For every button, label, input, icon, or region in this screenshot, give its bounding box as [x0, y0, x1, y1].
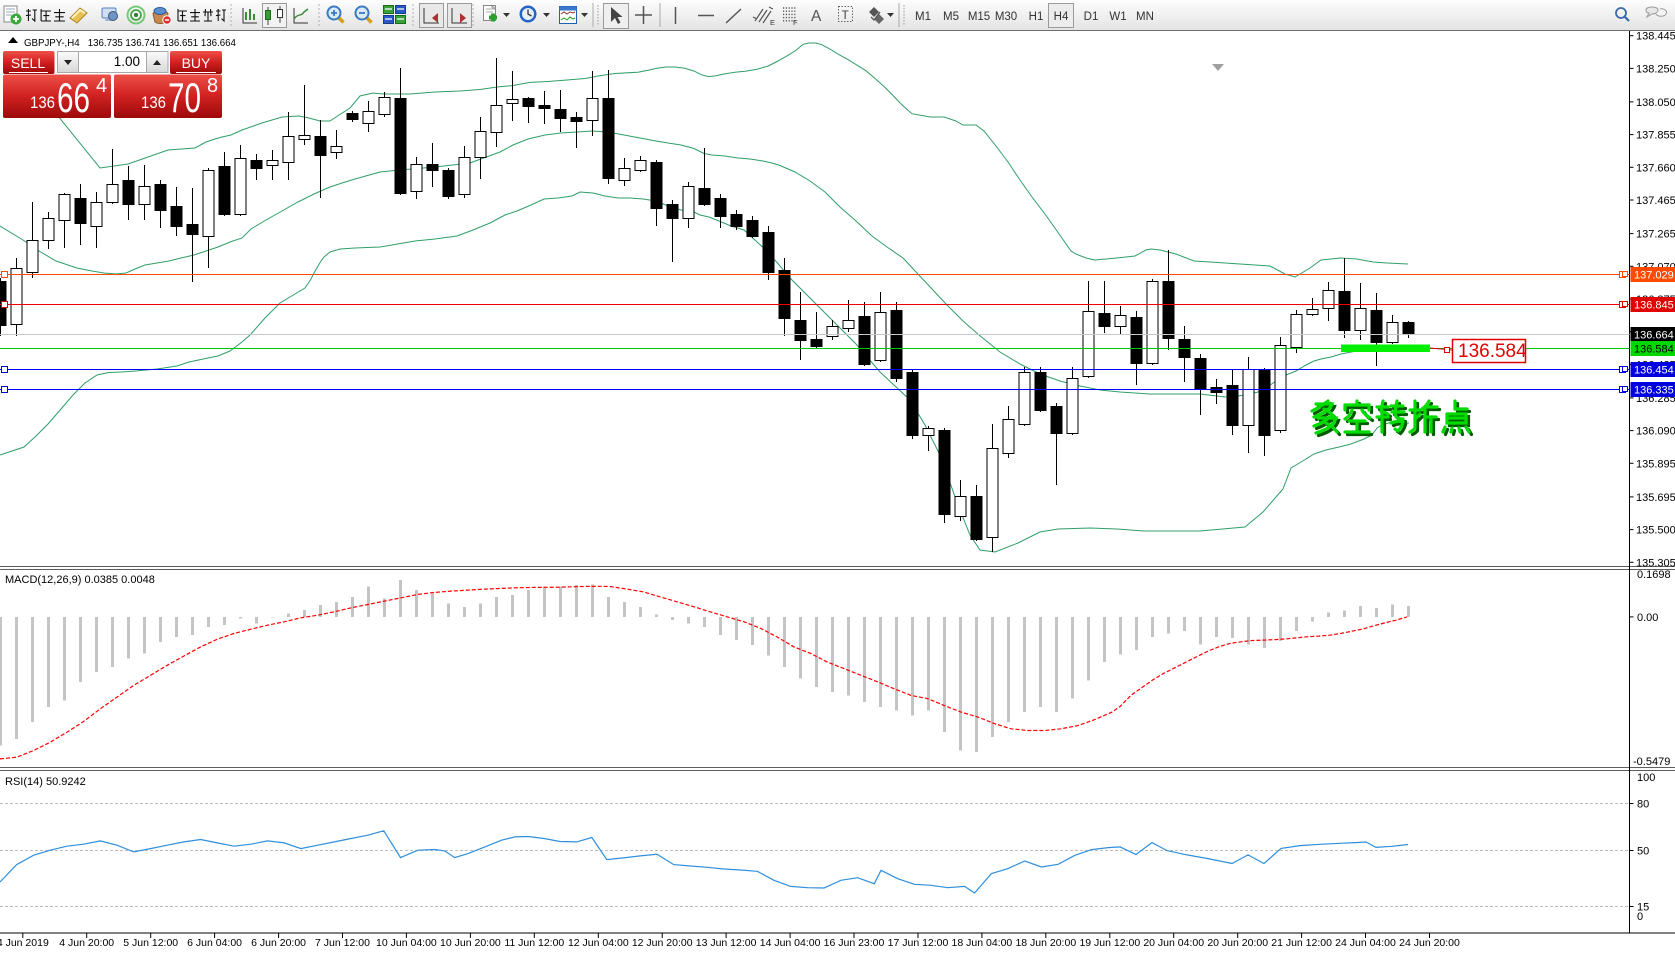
svg-text:MN: MN — [1136, 11, 1154, 23]
svg-text:137.660: 137.660 — [1636, 162, 1675, 174]
svg-text:F: F — [793, 18, 798, 27]
svg-text:136.584: 136.584 — [1458, 341, 1527, 362]
svg-text:138.250: 138.250 — [1636, 63, 1675, 75]
svg-text:17 Jun 12:00: 17 Jun 12:00 — [888, 937, 949, 949]
svg-text:137.029: 137.029 — [1634, 270, 1674, 282]
svg-text:135.895: 135.895 — [1636, 458, 1675, 470]
svg-text:BUY: BUY — [182, 55, 211, 71]
svg-text:21 Jun 12:00: 21 Jun 12:00 — [1271, 937, 1332, 949]
svg-text:136.335: 136.335 — [1634, 385, 1674, 397]
svg-text:10 Jun 20:00: 10 Jun 20:00 — [440, 937, 501, 949]
svg-text:12 Jun 20:00: 12 Jun 20:00 — [632, 937, 693, 949]
svg-text:10 Jun 04:00: 10 Jun 04:00 — [376, 937, 437, 949]
svg-text:70: 70 — [168, 74, 201, 121]
svg-text:136.454: 136.454 — [1634, 365, 1674, 377]
svg-text:16 Jun 23:00: 16 Jun 23:00 — [824, 937, 885, 949]
svg-text:18 Jun 20:00: 18 Jun 20:00 — [1015, 937, 1076, 949]
svg-text:50: 50 — [1637, 846, 1649, 858]
svg-text:135.305: 135.305 — [1636, 557, 1675, 569]
svg-text:80: 80 — [1637, 799, 1649, 811]
svg-text:H4: H4 — [1054, 11, 1069, 23]
svg-text:M15: M15 — [968, 11, 990, 23]
svg-text:A: A — [811, 8, 822, 25]
svg-text:13 Jun 12:00: 13 Jun 12:00 — [696, 937, 757, 949]
svg-text:24 Jun 04:00: 24 Jun 04:00 — [1335, 937, 1396, 949]
svg-text:1.00: 1.00 — [114, 54, 140, 69]
svg-text:136: 136 — [30, 93, 55, 112]
svg-text:M30: M30 — [995, 11, 1017, 23]
svg-text:MACD(12,26,9) 0.0385 0.0048: MACD(12,26,9) 0.0385 0.0048 — [5, 574, 155, 586]
svg-text:M1: M1 — [915, 11, 931, 23]
svg-text:136.664: 136.664 — [1634, 330, 1674, 342]
svg-text:12 Jun 04:00: 12 Jun 04:00 — [568, 937, 629, 949]
svg-text:H1: H1 — [1029, 11, 1044, 23]
svg-text:-0.5479: -0.5479 — [1633, 756, 1670, 768]
svg-text:6 Jun 04:00: 6 Jun 04:00 — [187, 937, 242, 949]
svg-text:136.845: 136.845 — [1634, 300, 1674, 312]
svg-text:6 Jun 20:00: 6 Jun 20:00 — [251, 937, 306, 949]
svg-text:W1: W1 — [1109, 11, 1126, 23]
svg-text:20 Jun 20:00: 20 Jun 20:00 — [1207, 937, 1268, 949]
svg-text:RSI(14) 50.9242: RSI(14) 50.9242 — [5, 776, 86, 788]
svg-text:18 Jun 04:00: 18 Jun 04:00 — [952, 937, 1013, 949]
svg-text:4: 4 — [96, 75, 107, 97]
svg-text:GBPJPY-,H4 136.735 136.741 1: GBPJPY-,H4 136.735 136.741 136.651 136.6… — [24, 38, 236, 49]
svg-text:137.855: 137.855 — [1636, 130, 1675, 142]
svg-text:11 Jun 12:00: 11 Jun 12:00 — [504, 937, 564, 949]
svg-text:D1: D1 — [1084, 11, 1099, 23]
svg-text:T: T — [842, 8, 850, 22]
svg-text:136.584: 136.584 — [1634, 344, 1674, 356]
svg-text:137.465: 137.465 — [1636, 195, 1675, 207]
svg-text:5 Jun 12:00: 5 Jun 12:00 — [123, 937, 178, 949]
svg-text:20 Jun 04:00: 20 Jun 04:00 — [1143, 937, 1204, 949]
svg-text:100: 100 — [1637, 772, 1655, 784]
svg-text:0.00: 0.00 — [1637, 612, 1658, 624]
svg-text:14 Jun 04:00: 14 Jun 04:00 — [760, 937, 821, 949]
svg-text:0: 0 — [1637, 911, 1643, 923]
svg-text:136.090: 136.090 — [1636, 426, 1675, 438]
svg-text:24 Jun 20:00: 24 Jun 20:00 — [1399, 937, 1460, 949]
svg-text:137.265: 137.265 — [1636, 229, 1675, 241]
svg-text:135.500: 135.500 — [1636, 525, 1675, 537]
svg-text:135.695: 135.695 — [1636, 492, 1675, 504]
svg-text:M5: M5 — [943, 11, 959, 23]
svg-text:19 Jun 12:00: 19 Jun 12:00 — [1079, 937, 1140, 949]
svg-text:E: E — [770, 18, 775, 27]
svg-text:138.050: 138.050 — [1636, 97, 1675, 109]
svg-text:66: 66 — [57, 74, 90, 121]
svg-text:SELL: SELL — [11, 55, 45, 71]
svg-text:4 Jun 20:00: 4 Jun 20:00 — [59, 937, 114, 949]
svg-text:4 Jun 2019: 4 Jun 2019 — [0, 937, 49, 949]
svg-text:7 Jun 12:00: 7 Jun 12:00 — [315, 937, 370, 949]
svg-text:8: 8 — [207, 75, 218, 97]
svg-text:0.1698: 0.1698 — [1637, 569, 1671, 581]
svg-text:136: 136 — [141, 93, 166, 112]
svg-text:138.445: 138.445 — [1636, 31, 1675, 43]
